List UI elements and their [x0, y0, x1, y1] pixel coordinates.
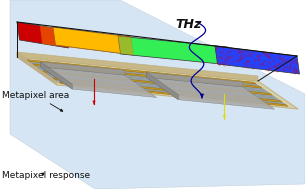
Polygon shape [118, 36, 231, 65]
Polygon shape [53, 78, 282, 102]
Polygon shape [40, 26, 134, 55]
Polygon shape [40, 67, 157, 98]
Polygon shape [33, 64, 262, 88]
Polygon shape [40, 62, 72, 89]
Polygon shape [28, 60, 287, 105]
Polygon shape [146, 72, 243, 87]
Polygon shape [53, 27, 134, 55]
Polygon shape [17, 57, 298, 109]
Polygon shape [17, 52, 258, 81]
Polygon shape [215, 46, 300, 74]
Polygon shape [146, 72, 178, 100]
Polygon shape [27, 60, 256, 84]
Polygon shape [43, 71, 272, 95]
Polygon shape [17, 22, 69, 48]
Text: THz: THz [175, 18, 201, 31]
Polygon shape [59, 82, 288, 106]
Text: Metapixel area: Metapixel area [2, 91, 69, 111]
Polygon shape [146, 77, 275, 109]
Text: Metapixel response: Metapixel response [2, 170, 90, 180]
Polygon shape [17, 52, 57, 85]
Polygon shape [40, 62, 125, 75]
Polygon shape [10, 0, 305, 189]
